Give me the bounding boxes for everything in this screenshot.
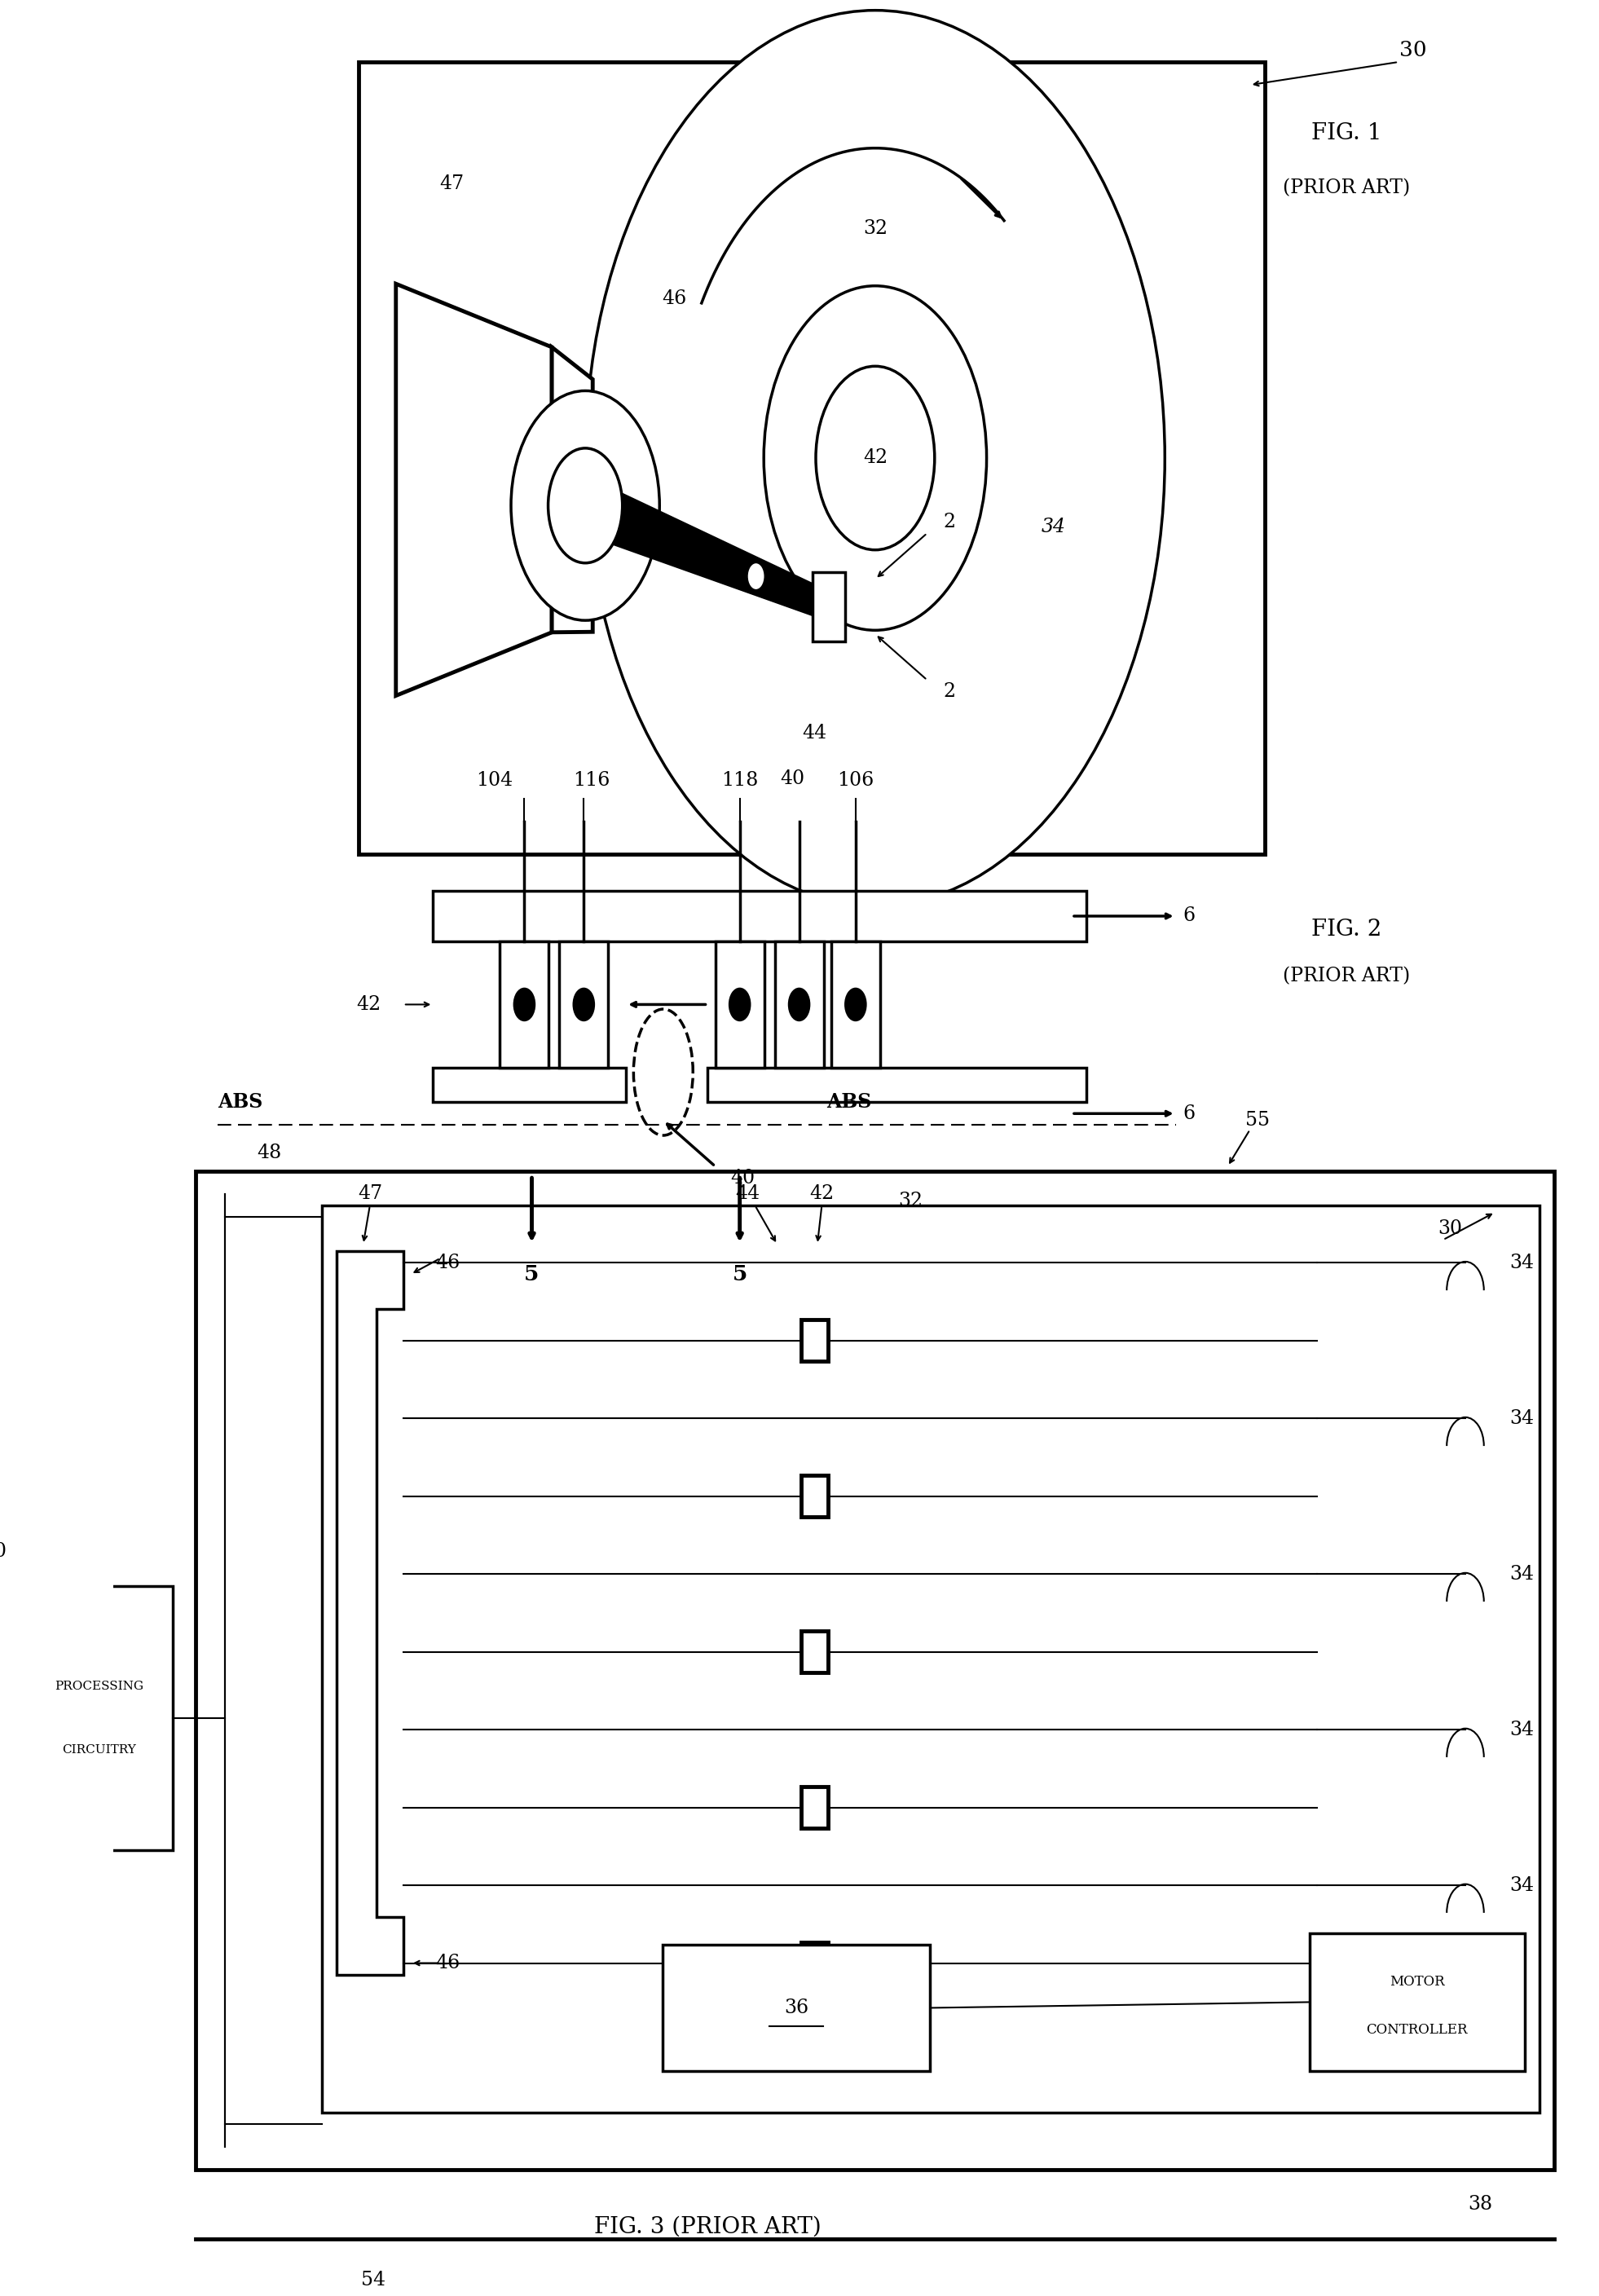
Text: 47: 47 <box>358 1185 382 1203</box>
Text: 42: 42 <box>357 994 381 1015</box>
Text: CIRCUITRY: CIRCUITRY <box>62 1745 136 1756</box>
Text: 6: 6 <box>1183 1104 1196 1123</box>
Circle shape <box>585 11 1164 907</box>
Circle shape <box>788 987 809 1022</box>
Polygon shape <box>336 1251 403 1975</box>
Text: 6: 6 <box>1183 907 1196 925</box>
Bar <box>715 941 764 1068</box>
Text: 34: 34 <box>1041 517 1065 537</box>
Text: FIG. 1: FIG. 1 <box>1311 122 1382 145</box>
Text: 55: 55 <box>1246 1111 1270 1130</box>
Bar <box>560 941 608 1068</box>
Text: ABS: ABS <box>827 1093 871 1111</box>
Text: 48: 48 <box>257 1143 281 1162</box>
Text: 32: 32 <box>863 218 887 239</box>
Text: 2: 2 <box>943 512 956 530</box>
Circle shape <box>846 987 867 1022</box>
Bar <box>433 1068 627 1102</box>
Text: PROCESSING: PROCESSING <box>54 1681 144 1692</box>
Text: 118: 118 <box>721 771 758 790</box>
Bar <box>500 941 548 1068</box>
Text: (PRIOR ART): (PRIOR ART) <box>1282 967 1410 985</box>
Bar <box>1310 1933 1525 2071</box>
Bar <box>801 1630 828 1671</box>
Circle shape <box>548 448 622 563</box>
Bar <box>812 572 846 641</box>
Polygon shape <box>397 285 552 696</box>
Text: 116: 116 <box>572 771 609 790</box>
Text: 38: 38 <box>1468 2195 1492 2213</box>
Text: 44: 44 <box>803 723 827 742</box>
Text: 34: 34 <box>1509 1720 1535 1738</box>
Text: 104: 104 <box>477 771 513 790</box>
Circle shape <box>513 987 534 1022</box>
Text: MOTOR: MOTOR <box>1390 1975 1444 1988</box>
Text: 42: 42 <box>863 448 887 468</box>
Text: 34: 34 <box>1509 1410 1535 1428</box>
Text: 44: 44 <box>736 1185 760 1203</box>
Text: 34: 34 <box>1509 1876 1535 1894</box>
Polygon shape <box>580 480 831 620</box>
Bar <box>433 891 1087 941</box>
Text: 40: 40 <box>731 1169 755 1187</box>
Bar <box>774 941 823 1068</box>
Text: (PRIOR ART): (PRIOR ART) <box>1282 179 1410 197</box>
Text: ABS: ABS <box>217 1093 262 1111</box>
Text: 34: 34 <box>1509 1564 1535 1584</box>
Text: 32: 32 <box>899 1192 923 1210</box>
Text: 2: 2 <box>943 682 956 700</box>
Bar <box>358 62 1265 854</box>
Bar <box>24 1587 173 1851</box>
Text: 5: 5 <box>524 1265 539 1283</box>
Bar <box>708 1068 1087 1102</box>
Text: CONTROLLER: CONTROLLER <box>1366 2023 1468 2037</box>
Bar <box>801 1476 828 1518</box>
Bar <box>321 1205 1540 2112</box>
Circle shape <box>764 287 987 631</box>
Text: 30: 30 <box>1438 1219 1463 1238</box>
Circle shape <box>747 563 764 590</box>
Text: FIG. 3 (PRIOR ART): FIG. 3 (PRIOR ART) <box>595 2216 822 2239</box>
Text: 46: 46 <box>435 1954 461 1972</box>
Text: 30: 30 <box>1399 41 1426 60</box>
Text: 46: 46 <box>435 1254 461 1272</box>
Polygon shape <box>552 347 593 631</box>
Circle shape <box>729 987 750 1022</box>
Bar <box>801 1942 828 1984</box>
Text: 42: 42 <box>809 1185 835 1203</box>
Text: 36: 36 <box>784 1998 809 2018</box>
Text: FIG. 2: FIG. 2 <box>1311 918 1382 941</box>
Bar <box>801 1320 828 1362</box>
Circle shape <box>512 390 659 620</box>
Text: 5: 5 <box>732 1265 747 1283</box>
Text: 47: 47 <box>440 174 464 193</box>
Text: 54: 54 <box>361 2271 385 2289</box>
Text: 40: 40 <box>780 769 804 788</box>
Circle shape <box>815 365 934 549</box>
Bar <box>831 941 879 1068</box>
Text: 46: 46 <box>662 289 686 308</box>
Circle shape <box>574 987 595 1022</box>
Text: 106: 106 <box>838 771 875 790</box>
Text: 50: 50 <box>0 1543 6 1561</box>
Bar <box>662 1945 931 2071</box>
Bar <box>801 1786 828 1828</box>
Text: 34: 34 <box>1509 1254 1535 1272</box>
Bar <box>195 1171 1554 2170</box>
